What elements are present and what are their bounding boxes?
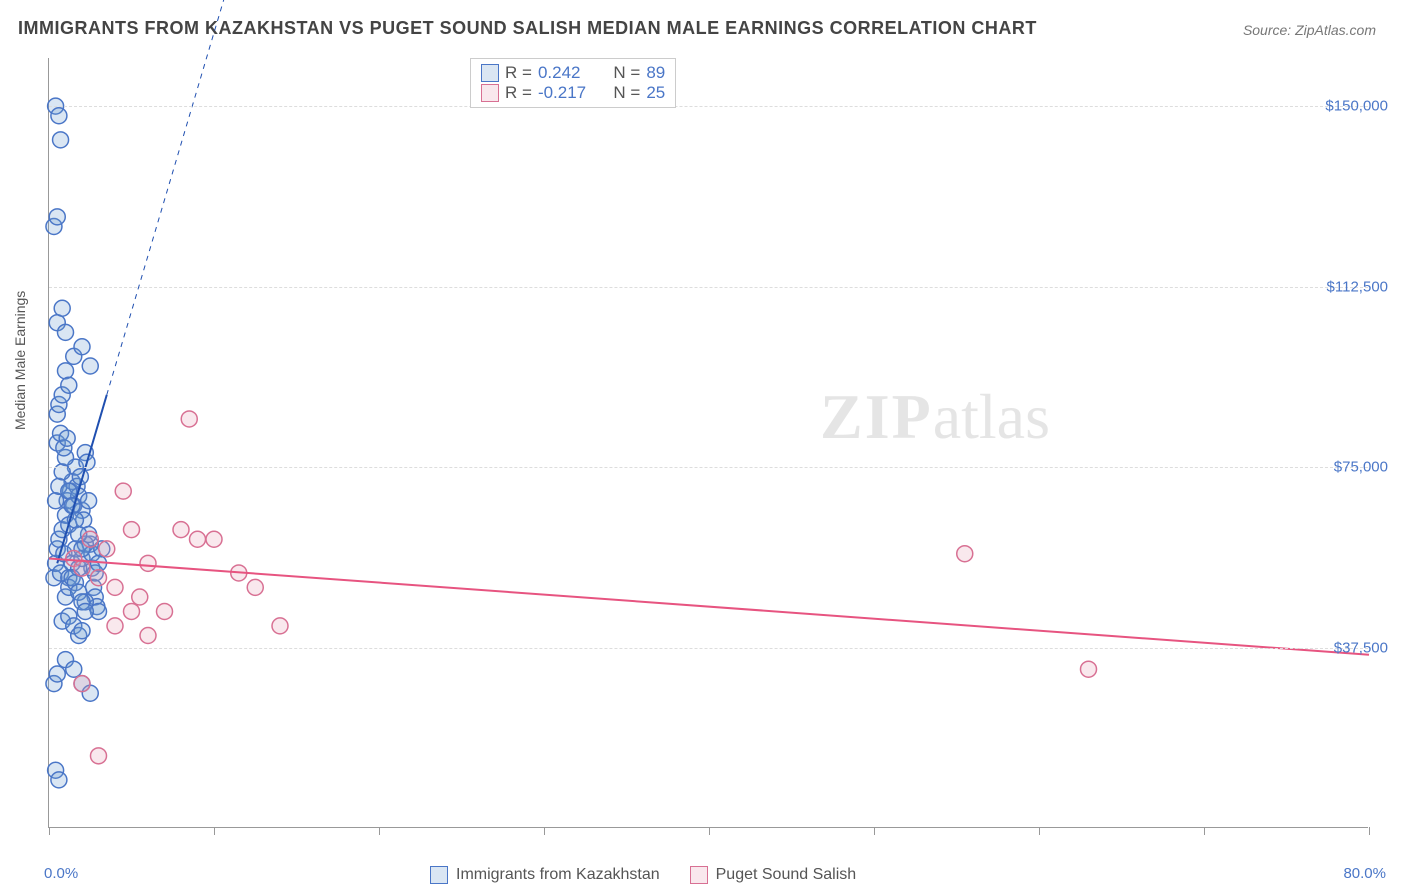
gridline (49, 106, 1368, 107)
data-point (91, 570, 107, 586)
x-tick (379, 827, 380, 835)
data-point (82, 531, 98, 547)
chart-plot-area (48, 58, 1368, 828)
data-point (181, 411, 197, 427)
data-point (957, 546, 973, 562)
legend-n-label: N = (604, 63, 640, 83)
data-point (173, 522, 189, 538)
data-point (124, 522, 140, 538)
y-tick-label: $150,000 (1325, 98, 1388, 115)
x-tick (544, 827, 545, 835)
data-point (82, 358, 98, 374)
legend-correlation-row: R = -0.217 N = 25 (481, 83, 665, 103)
legend-n-label: N = (604, 83, 640, 103)
data-point (272, 618, 288, 634)
legend-n-value: 89 (646, 63, 665, 83)
data-point (190, 531, 206, 547)
legend-n-value: 25 (646, 83, 665, 103)
chart-svg (49, 58, 1368, 827)
x-tick-label-end: 80.0% (1343, 865, 1386, 882)
data-point (51, 772, 67, 788)
x-tick (1204, 827, 1205, 835)
legend-swatch (430, 866, 448, 884)
x-tick (709, 827, 710, 835)
legend-series-item: Puget Sound Salish (690, 866, 857, 884)
gridline (49, 287, 1368, 288)
x-tick (214, 827, 215, 835)
data-point (58, 324, 74, 340)
legend-r-value: -0.217 (538, 83, 598, 103)
y-tick-label: $75,000 (1334, 459, 1388, 476)
data-point (61, 483, 77, 499)
data-point (49, 666, 65, 682)
x-tick (874, 827, 875, 835)
legend-swatch (481, 84, 499, 102)
legend-r-label: R = (505, 63, 532, 83)
y-tick-label: $112,500 (1327, 278, 1388, 295)
source-label: Source: ZipAtlas.com (1243, 22, 1376, 38)
y-axis-label: Median Male Earnings (12, 291, 28, 430)
legend-r-label: R = (505, 83, 532, 103)
x-tick (1369, 827, 1370, 835)
data-point (53, 132, 69, 148)
data-point (91, 748, 107, 764)
data-point (59, 430, 75, 446)
data-point (74, 339, 90, 355)
x-tick (1039, 827, 1040, 835)
x-tick-label-start: 0.0% (44, 865, 78, 882)
legend-series-item: Immigrants from Kazakhstan (430, 866, 660, 884)
data-point (107, 618, 123, 634)
data-point (74, 560, 90, 576)
gridline (49, 467, 1368, 468)
data-point (81, 493, 97, 509)
data-point (74, 623, 90, 639)
data-point (51, 108, 67, 124)
legend-series: Immigrants from Kazakhstan Puget Sound Sa… (430, 866, 856, 884)
chart-title: IMMIGRANTS FROM KAZAKHSTAN VS PUGET SOUN… (18, 18, 1037, 39)
gridline (49, 648, 1368, 649)
data-point (66, 661, 82, 677)
legend-correlation: R = 0.242 N = 89R = -0.217 N = 25 (470, 58, 676, 108)
data-point (107, 579, 123, 595)
data-point (58, 363, 74, 379)
data-point (124, 603, 140, 619)
legend-swatch (690, 866, 708, 884)
legend-series-label: Immigrants from Kazakhstan (456, 866, 660, 884)
data-point (247, 579, 263, 595)
y-tick-label: $37,500 (1334, 639, 1388, 656)
data-point (99, 541, 115, 557)
legend-swatch (481, 64, 499, 82)
data-point (61, 377, 77, 393)
data-point (157, 603, 173, 619)
data-point (115, 483, 131, 499)
data-point (132, 589, 148, 605)
data-point (206, 531, 222, 547)
data-point (49, 209, 65, 225)
legend-series-label: Puget Sound Salish (716, 866, 857, 884)
data-point (77, 603, 93, 619)
trend-line (49, 559, 1369, 655)
x-tick (49, 827, 50, 835)
legend-correlation-row: R = 0.242 N = 89 (481, 63, 665, 83)
data-point (54, 300, 70, 316)
data-point (140, 628, 156, 644)
data-point (1081, 661, 1097, 677)
data-point (74, 676, 90, 692)
legend-r-value: 0.242 (538, 63, 598, 83)
data-point (140, 555, 156, 571)
trend-line-extrapolated (107, 0, 264, 395)
